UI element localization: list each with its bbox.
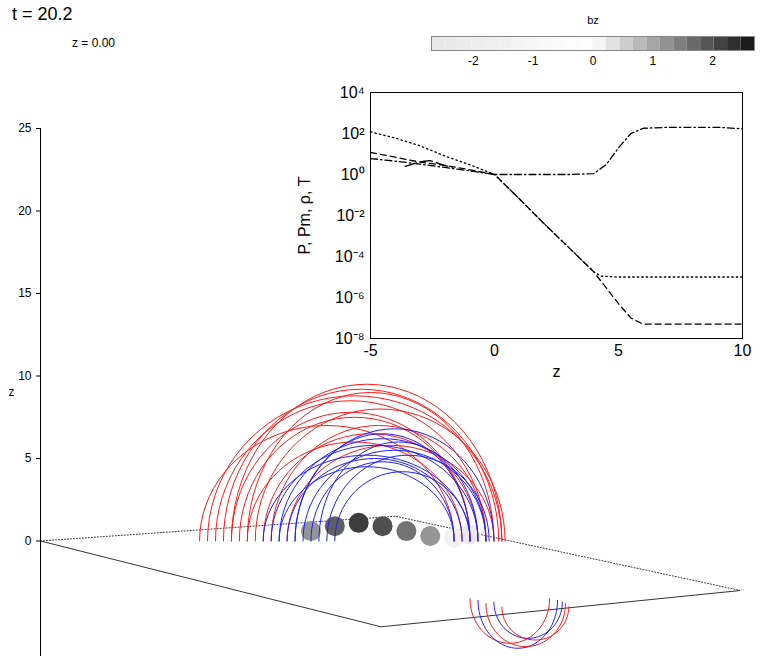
svg-text:10⁻²: 10⁻² bbox=[336, 207, 365, 224]
svg-text:-2: -2 bbox=[468, 54, 479, 68]
svg-text:5: 5 bbox=[25, 451, 32, 465]
svg-text:z: z bbox=[9, 385, 15, 399]
svg-text:10: 10 bbox=[18, 369, 32, 383]
svg-text:20: 20 bbox=[18, 204, 32, 218]
svg-text:10⁻⁶: 10⁻⁶ bbox=[335, 289, 364, 306]
svg-text:25: 25 bbox=[18, 121, 32, 135]
html-text:z = 0.00: z = 0.00 bbox=[72, 36, 115, 50]
svg-text:1: 1 bbox=[649, 54, 656, 68]
svg-text:15: 15 bbox=[18, 286, 32, 300]
svg-text:P, Pm, ρ, T: P, Pm, ρ, T bbox=[296, 176, 313, 254]
svg-text:bz: bz bbox=[587, 14, 599, 26]
svg-text:10⁴: 10⁴ bbox=[340, 84, 365, 101]
svg-text:z: z bbox=[553, 363, 561, 380]
svg-text:-1: -1 bbox=[528, 54, 539, 68]
svg-text:10²: 10² bbox=[341, 125, 365, 142]
svg-text:10⁰: 10⁰ bbox=[341, 166, 365, 183]
svg-text:2: 2 bbox=[709, 54, 716, 68]
svg-text:-5: -5 bbox=[363, 342, 377, 359]
svg-text:10⁻⁴: 10⁻⁴ bbox=[335, 248, 365, 265]
svg-text:5: 5 bbox=[614, 342, 623, 359]
svg-text:10: 10 bbox=[734, 342, 752, 359]
svg-text:0: 0 bbox=[590, 54, 597, 68]
html-text:t = 20.2: t = 20.2 bbox=[12, 4, 73, 24]
svg-text:10⁻⁸: 10⁻⁸ bbox=[335, 330, 365, 347]
svg-text:0: 0 bbox=[490, 342, 499, 359]
svg-text:0: 0 bbox=[25, 534, 32, 548]
